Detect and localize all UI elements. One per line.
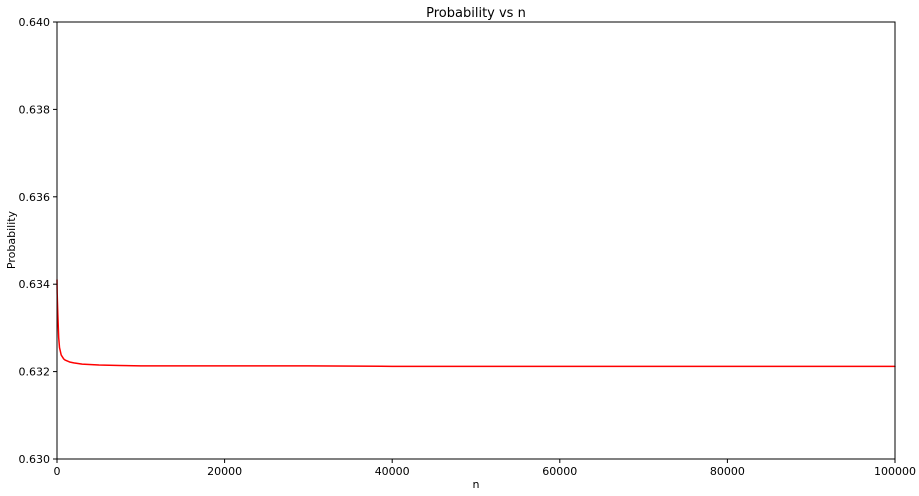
x-tick-label: 100000 (874, 465, 916, 478)
x-tick-label: 80000 (710, 465, 745, 478)
y-tick-label: 0.630 (19, 453, 51, 466)
y-tick-label: 0.640 (19, 16, 51, 29)
x-tick-label: 40000 (375, 465, 410, 478)
x-axis: 0 20000 40000 60000 80000 100000 (54, 459, 916, 478)
y-axis: 0.630 0.632 0.634 0.636 0.638 0.640 (19, 16, 57, 466)
chart-title: Probability vs n (426, 6, 526, 21)
x-tick-label: 0 (54, 465, 61, 478)
y-tick-label: 0.638 (19, 103, 51, 116)
y-axis-label: Probability (5, 210, 18, 269)
plot-area (56, 279, 896, 368)
series-line (56, 279, 896, 368)
plot-frame (56, 21, 896, 460)
x-tick-label: 60000 (542, 465, 577, 478)
x-tick-label: 20000 (207, 465, 242, 478)
y-tick-label: 0.632 (19, 366, 51, 379)
x-axis-label: n (473, 478, 480, 491)
y-tick-label: 0.636 (19, 191, 51, 204)
y-tick-label: 0.634 (19, 278, 51, 291)
